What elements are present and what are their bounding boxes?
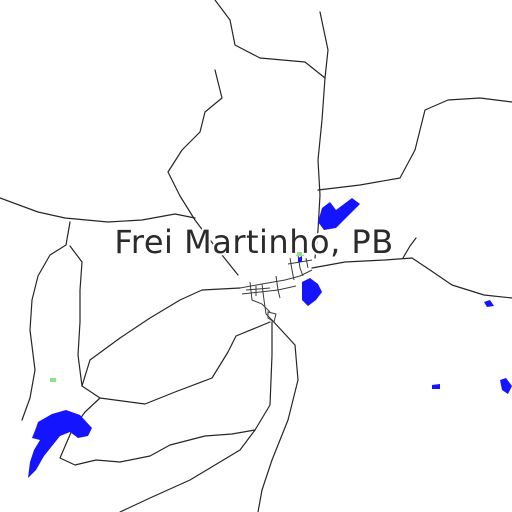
reservoir-northeast: [318, 198, 360, 230]
town-street: [261, 283, 273, 321]
pond-east: [484, 300, 494, 307]
town-street: [305, 257, 309, 269]
town-street: [267, 311, 277, 323]
town-street: [245, 286, 271, 296]
reservoir-southwest: [28, 410, 92, 478]
pond-town-small: [298, 256, 302, 262]
town-street: [289, 257, 295, 281]
road-east: [311, 257, 512, 299]
road-south: [257, 319, 299, 512]
town-street: [275, 275, 281, 299]
pond-far-east: [500, 378, 512, 394]
green-areas: [50, 252, 304, 382]
town-street: [239, 269, 313, 289]
road-west-central: [21, 221, 71, 421]
road-southwest-2: [59, 321, 273, 466]
road-north-east: [317, 97, 512, 191]
road-north-central: [167, 69, 239, 276]
park-patch: [50, 378, 56, 382]
road-north-west: [214, 0, 329, 79]
park-patch: [296, 252, 304, 256]
road-southwest: [81, 287, 241, 387]
road-west: [0, 197, 196, 223]
town-street: [249, 281, 271, 313]
reservoir-town: [302, 278, 322, 306]
road-south-branch: [119, 429, 256, 512]
road-north-west-branch: [314, 77, 326, 259]
water-bodies: [28, 198, 512, 478]
place-label: Frei Martinho, PB: [114, 223, 393, 261]
pond-southeast: [432, 384, 440, 389]
road-east-branch: [402, 237, 417, 259]
